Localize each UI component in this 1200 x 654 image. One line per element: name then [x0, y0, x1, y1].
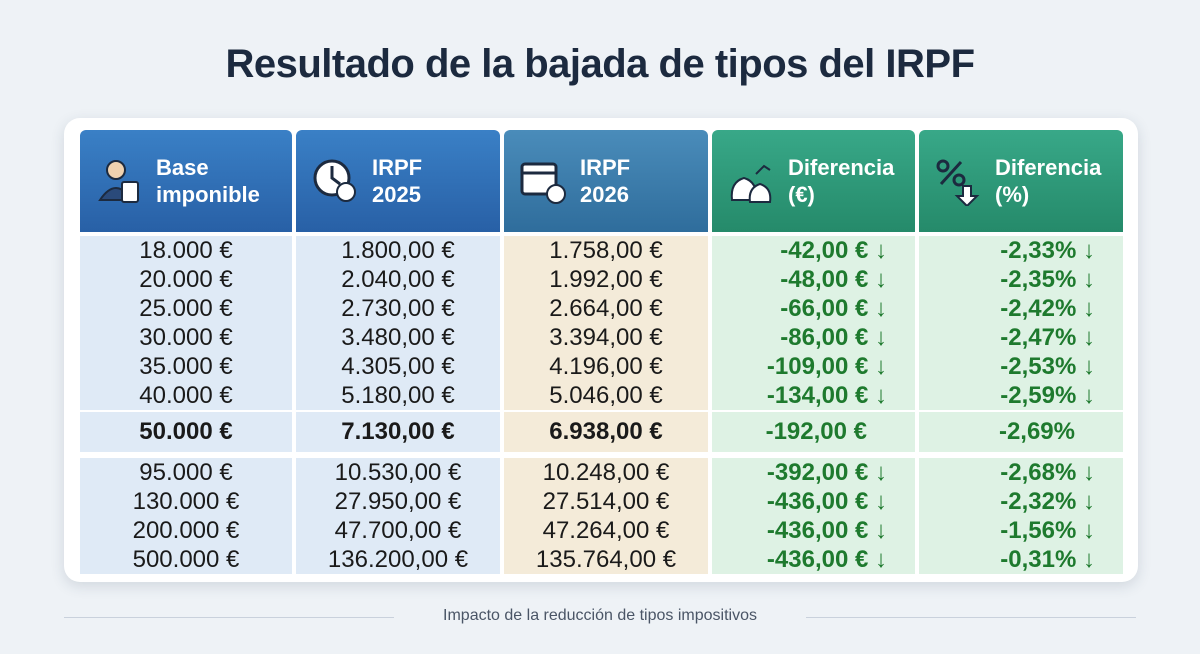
divider: [806, 617, 1136, 618]
table-cell: 2.040,00 €: [296, 265, 500, 294]
table-row: 130.000 €27.950,00 €27.514,00 € -436,00 €…: [80, 487, 1123, 516]
header-line: 2025: [372, 182, 421, 207]
table-cell: -48,00 € ↓: [712, 265, 915, 294]
header-icon: [730, 164, 772, 203]
header-cell: Base imponible: [80, 130, 292, 232]
table-cell: 135.764,00 €: [504, 545, 708, 574]
header-label: Base imponible: [156, 154, 260, 208]
table-cell: -2,53% ↓: [919, 352, 1123, 381]
table-cell: 27.950,00 €: [296, 487, 500, 516]
table-cell: -2,69%: [919, 412, 1123, 452]
table-cell: -1,56% ↓: [919, 516, 1123, 545]
header-cell: IRPF 2026: [504, 130, 708, 232]
header-line: Base: [156, 155, 209, 180]
header-line: (%): [995, 182, 1030, 207]
table-cell: 136.200,00 €: [296, 545, 500, 574]
title: Resultado de la bajada de tipos del IRPF: [225, 42, 975, 86]
header-icon: [936, 159, 980, 206]
table-cell: -2,35% ↓: [919, 265, 1123, 294]
table-cell: 20.000 €: [80, 265, 292, 294]
table-cell: 10.530,00 €: [296, 458, 500, 487]
table-cell: -66,00 € ↓: [712, 294, 915, 323]
header-line: (€): [788, 182, 815, 207]
table-row: 35.000 €4.305,00 €4.196,00 € -109,00 € ↓ -…: [80, 352, 1123, 381]
header-cell: IRPF 2025: [296, 130, 500, 232]
table-cell: -2,68% ↓: [919, 458, 1123, 487]
table-cell: 30.000 €: [80, 323, 292, 352]
table-cell: -134,00 € ↓: [712, 381, 915, 410]
table-cell: 5.180,00 €: [296, 381, 500, 410]
table-cell: 2.664,00 €: [504, 294, 708, 323]
header-line: 2026: [580, 182, 629, 207]
table-cell: -86,00 € ↓: [712, 323, 915, 352]
header-icon: [313, 159, 356, 202]
header-line: imponible: [156, 182, 260, 207]
header-line: IRPF: [580, 155, 631, 180]
table-cell: 27.514,00 €: [504, 487, 708, 516]
table-cell: -0,31% ↓: [919, 545, 1123, 574]
header-line: Diferencia: [995, 155, 1102, 180]
table-cell: 47.700,00 €: [296, 516, 500, 545]
table-cell: 3.480,00 €: [296, 323, 500, 352]
table-cell: 2.730,00 €: [296, 294, 500, 323]
table-cell: -2,47% ↓: [919, 323, 1123, 352]
table-cell: -2,32% ↓: [919, 487, 1123, 516]
table-cell: -436,00 € ↓: [712, 487, 915, 516]
table-cell: 35.000 €: [80, 352, 292, 381]
table-cell: 200.000 €: [80, 516, 292, 545]
header-cell: Diferencia (%): [919, 130, 1123, 232]
table-cell: 6.938,00 €: [504, 412, 708, 452]
table-cell: -392,00 € ↓: [712, 458, 915, 487]
table-cell: -436,00 € ↓: [712, 545, 915, 574]
table-row: 500.000 €136.200,00 €135.764,00 € -436,00…: [80, 545, 1123, 574]
table-cell: 500.000 €: [80, 545, 292, 574]
table-cell: 95.000 €: [80, 458, 292, 487]
table-cell: 1.800,00 €: [296, 236, 500, 265]
header-icon: [520, 162, 566, 204]
table-cell: 10.248,00 €: [504, 458, 708, 487]
header-label: IRPF 2026: [580, 154, 630, 208]
table-cell: -2,33% ↓: [919, 236, 1123, 265]
table-row: 50.000 €7.130,00 €6.938,00 € -192,00 € -2,…: [80, 412, 1123, 452]
header-label: Diferencia (€): [788, 154, 894, 208]
table-cell: 4.305,00 €: [296, 352, 500, 381]
table-row: 40.000 €5.180,00 €5.046,00 € -134,00 € ↓ -…: [80, 381, 1123, 410]
header-cell: Diferencia (€): [712, 130, 915, 232]
table-row: 200.000 €47.700,00 €47.264,00 € -436,00 €…: [80, 516, 1123, 545]
table-cell: -192,00 €: [712, 412, 915, 452]
table-cell: 3.394,00 €: [504, 323, 708, 352]
table-cell: -42,00 € ↓: [712, 236, 915, 265]
header-line: Diferencia: [788, 155, 895, 180]
caption: Impacto de la reducción de tipos imposit…: [443, 607, 757, 624]
table-card: Base imponible IRPF 2025 IRPF 2026 Diferencia(…: [64, 118, 1138, 582]
table-row: 30.000 €3.480,00 €3.394,00 € -86,00 € ↓ -2…: [80, 323, 1123, 352]
table-cell: 1.758,00 €: [504, 236, 708, 265]
table-cell: 130.000 €: [80, 487, 292, 516]
table-cell: 50.000 €: [80, 412, 292, 452]
table-cell: -436,00 € ↓: [712, 516, 915, 545]
table-row: 18.000 €1.800,00 €1.758,00 € -42,00 € ↓ -2…: [80, 236, 1123, 265]
table-body: 18.000 €1.800,00 €1.758,00 € -42,00 € ↓ -2…: [80, 236, 1123, 574]
table-cell: 5.046,00 €: [504, 381, 708, 410]
divider: [64, 617, 394, 618]
table-cell: -2,59% ↓: [919, 381, 1123, 410]
table-cell: 7.130,00 €: [296, 412, 500, 452]
table-row: 20.000 €2.040,00 €1.992,00 € -48,00 € ↓ -2…: [80, 265, 1123, 294]
table-cell: -2,42% ↓: [919, 294, 1123, 323]
header-label: Diferencia (%): [995, 154, 1101, 208]
table-cell: 18.000 €: [80, 236, 292, 265]
table-cell: 40.000 €: [80, 381, 292, 410]
table-row: 95.000 €10.530,00 €10.248,00 € -392,00 € …: [80, 458, 1123, 487]
header-line: IRPF: [372, 155, 423, 180]
table-cell: 47.264,00 €: [504, 516, 708, 545]
table-header: Base imponible IRPF 2025 IRPF 2026 Diferencia(…: [80, 130, 1123, 232]
table-cell: 1.992,00 €: [504, 265, 708, 294]
table-cell: 4.196,00 €: [504, 352, 708, 381]
header-label: IRPF 2025: [372, 154, 422, 208]
table-row: 25.000 €2.730,00 €2.664,00 € -66,00 € ↓ -2…: [80, 294, 1123, 323]
table-cell: 25.000 €: [80, 294, 292, 323]
table-cell: -109,00 € ↓: [712, 352, 915, 381]
header-icon: [98, 160, 139, 203]
